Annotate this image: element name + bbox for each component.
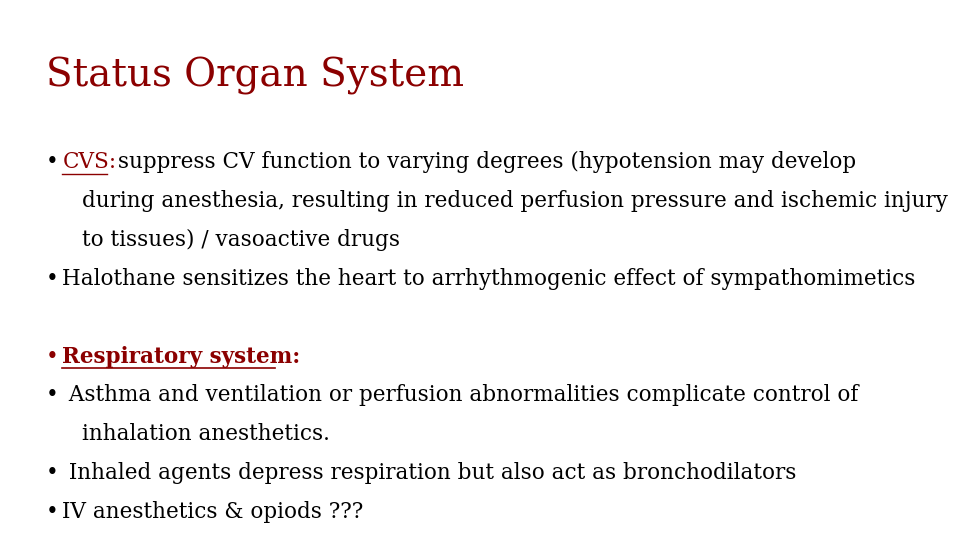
Text: •: • — [46, 151, 59, 173]
Text: Inhaled agents depress respiration but also act as bronchodilators: Inhaled agents depress respiration but a… — [62, 462, 797, 484]
Text: IV anesthetics & opiods ???: IV anesthetics & opiods ??? — [62, 501, 364, 523]
Text: Asthma and ventilation or perfusion abnormalities complicate control of: Asthma and ventilation or perfusion abno… — [62, 384, 859, 407]
Text: •: • — [46, 346, 59, 368]
Text: suppress CV function to varying degrees (hypotension may develop: suppress CV function to varying degrees … — [110, 151, 855, 173]
Text: Respiratory system:: Respiratory system: — [62, 346, 300, 368]
Text: •: • — [46, 501, 59, 523]
Text: •: • — [46, 268, 59, 290]
Text: •: • — [46, 462, 59, 484]
Text: Halothane sensitizes the heart to arrhythmogenic effect of sympathomimetics: Halothane sensitizes the heart to arrhyt… — [62, 268, 916, 290]
Text: during anesthesia, resulting in reduced perfusion pressure and ischemic injury: during anesthesia, resulting in reduced … — [82, 190, 948, 212]
Text: CVS:: CVS: — [62, 151, 116, 173]
Text: to tissues) / vasoactive drugs: to tissues) / vasoactive drugs — [82, 229, 399, 251]
Text: inhalation anesthetics.: inhalation anesthetics. — [82, 423, 329, 446]
Text: Status Organ System: Status Organ System — [46, 57, 465, 94]
Text: •: • — [46, 384, 59, 407]
